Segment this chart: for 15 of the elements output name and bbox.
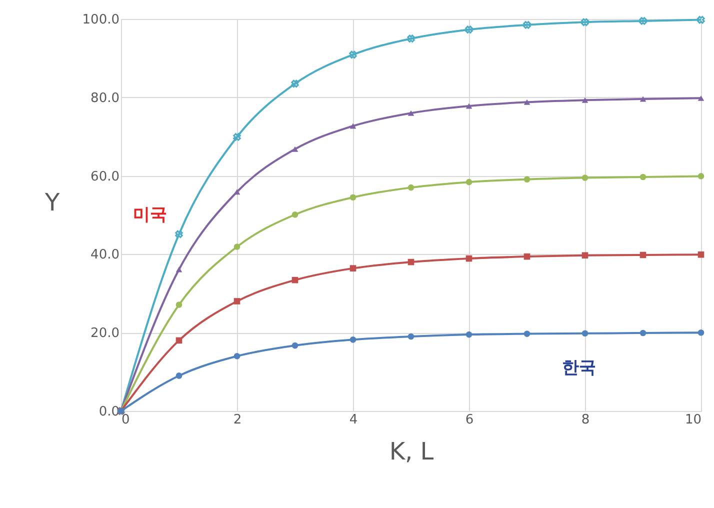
x-tick-label: 6 <box>465 412 474 428</box>
y-tick-label: 80.0 <box>90 90 120 106</box>
y-axis-title: Y <box>44 188 60 216</box>
x-tick-label: 2 <box>233 412 242 428</box>
x-tick-label: 8 <box>581 412 590 428</box>
y-tick-label: 60.0 <box>90 169 120 184</box>
y-tick-label: 20.0 <box>90 326 120 342</box>
x-tick-label: 4 <box>349 412 358 428</box>
annotation: 미국 <box>133 205 167 225</box>
x-tick-label: 10 <box>684 412 702 428</box>
y-tick-label: 100.0 <box>82 12 120 28</box>
y-tick-label: 40.0 <box>90 248 120 263</box>
x-tick-label: 0 <box>122 412 130 428</box>
x-axis-title: K, L <box>389 438 434 466</box>
annotation: 한국 <box>562 358 596 378</box>
